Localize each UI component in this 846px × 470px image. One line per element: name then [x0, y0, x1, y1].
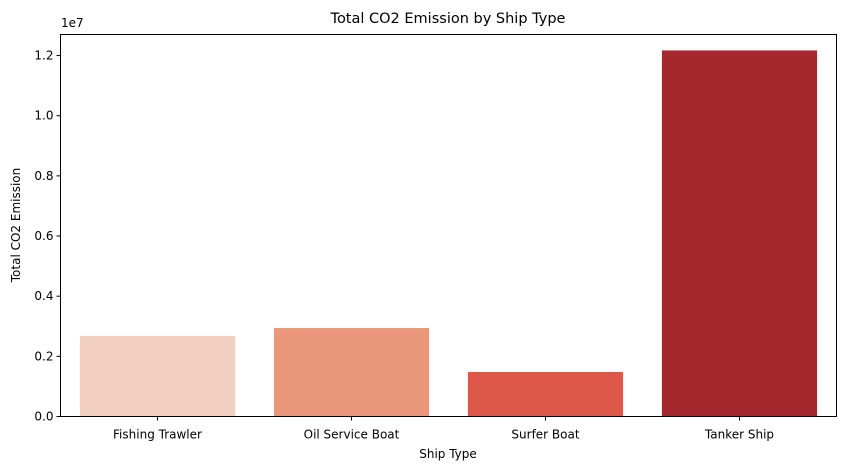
y-axis-label: Total CO2 Emission [9, 168, 23, 284]
x-axis-label: Ship Type [419, 447, 477, 461]
y-tick-label: 1.0 [34, 109, 53, 123]
chart-title: Total CO2 Emission by Ship Type [330, 11, 566, 27]
x-tick-label: Oil Service Boat [304, 428, 400, 442]
y-axis-offset-label: 1e7 [61, 16, 84, 30]
bar-fishing-trawler [79, 335, 236, 417]
y-tick-label: 0.0 [34, 410, 53, 424]
y-tick-label: 0.8 [34, 169, 53, 183]
x-tick-label: Fishing Trawler [113, 428, 202, 442]
y-tick-label: 0.2 [34, 349, 53, 363]
y-axis-ticks: 0.0 0.2 0.4 0.6 0.8 1.0 1.2 [34, 49, 61, 424]
x-tick-label: Tanker Ship [704, 428, 774, 442]
bar-oil-service-boat [273, 328, 430, 417]
y-tick-label: 1.2 [34, 49, 53, 63]
x-tick-label: Surfer Boat [511, 428, 579, 442]
bars-group [79, 50, 818, 417]
x-axis-ticks: Fishing Trawler Oil Service Boat Surfer Bo… [113, 416, 774, 442]
bar-tanker-ship [661, 50, 818, 417]
y-tick-label: 0.4 [34, 289, 53, 303]
plot-frame [60, 34, 837, 417]
bar-surfer-boat [467, 371, 624, 417]
y-tick-label: 0.6 [34, 229, 53, 243]
